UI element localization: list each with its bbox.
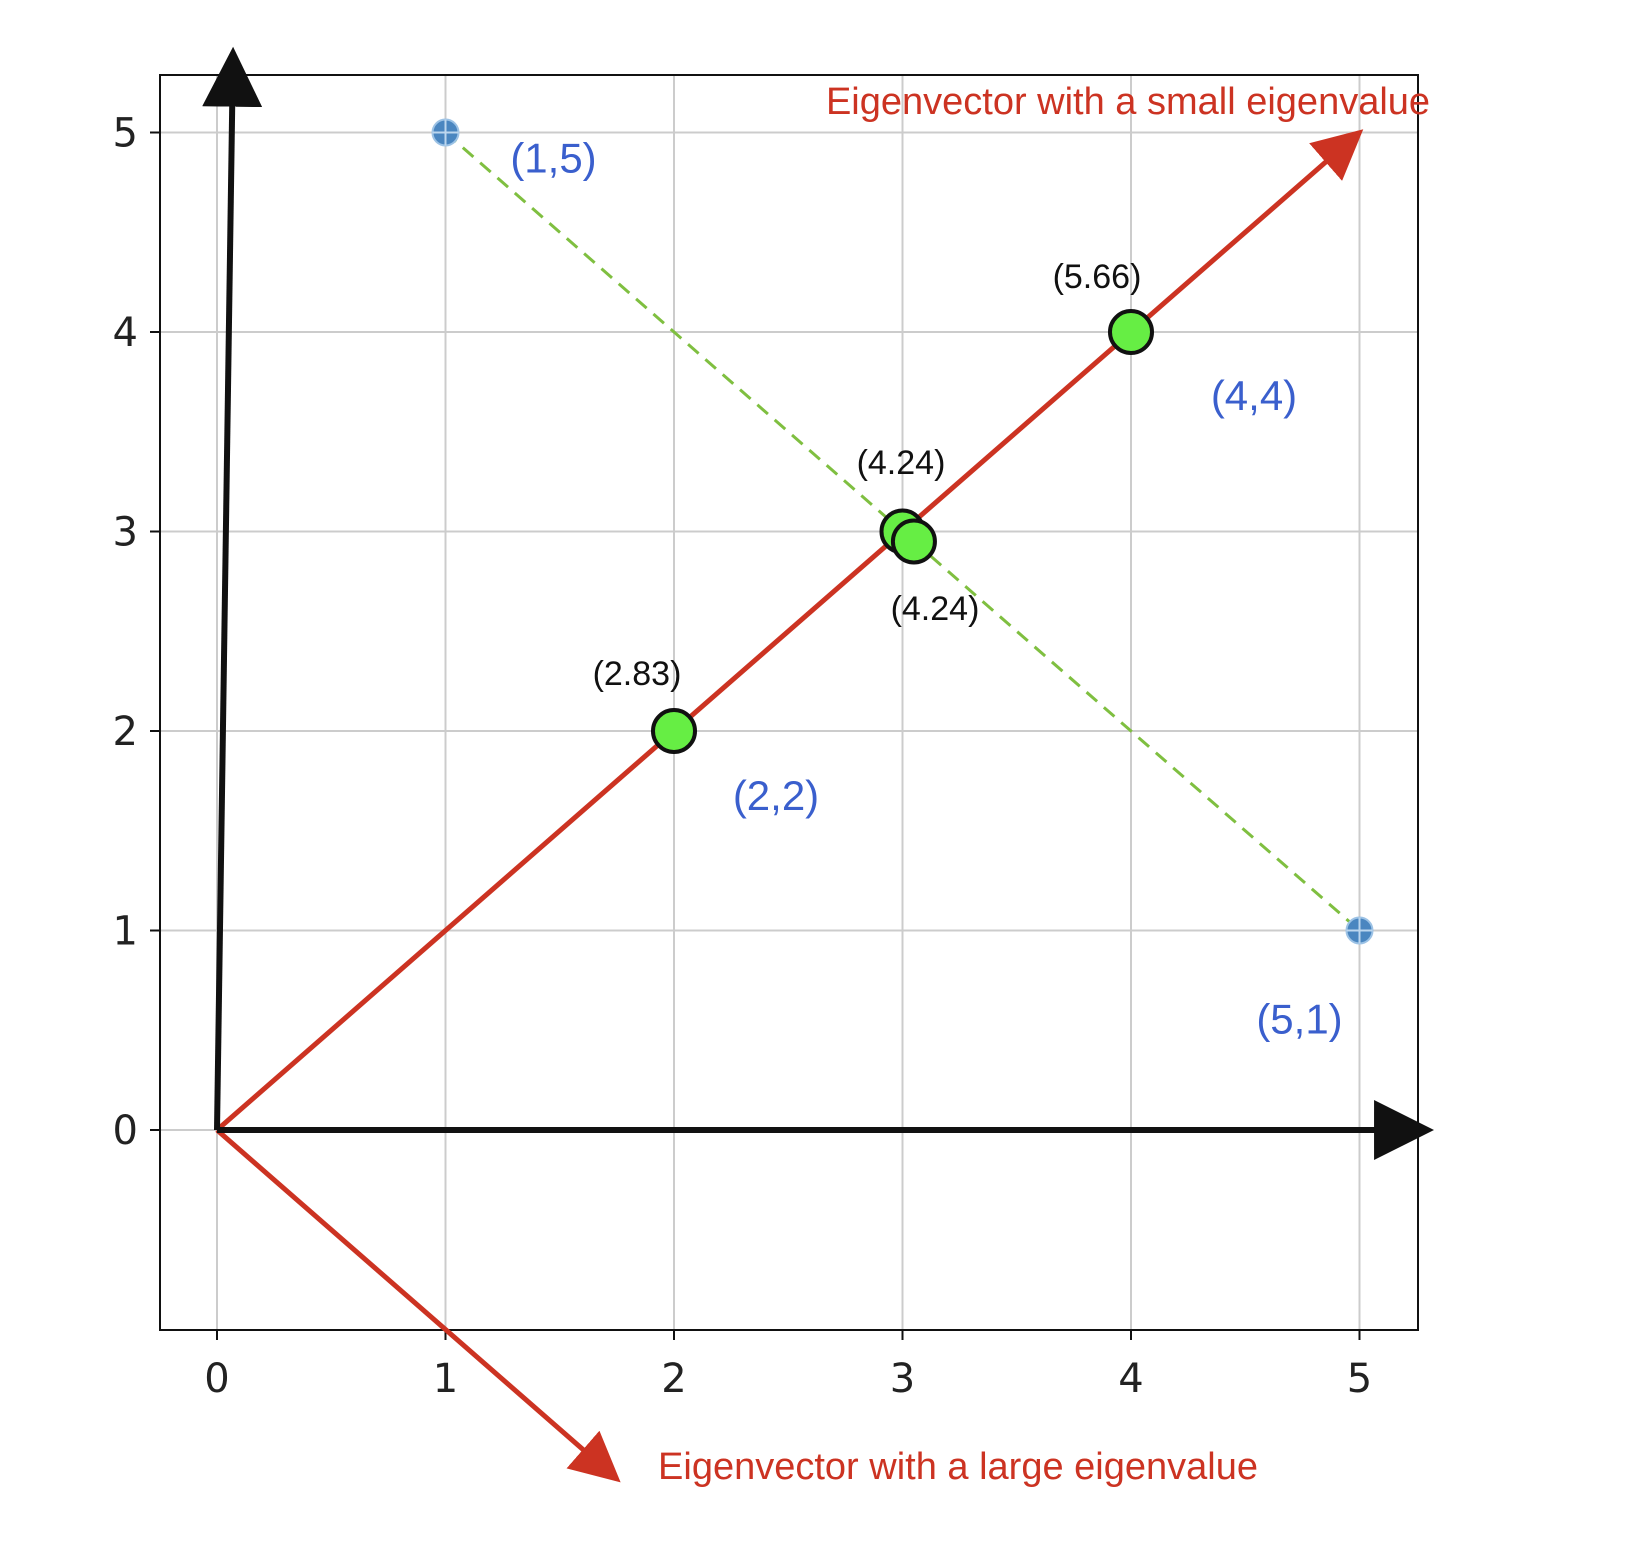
x-tick-label: 2 — [661, 1356, 686, 1402]
y-tick-label: 0 — [113, 1108, 138, 1154]
chart-labels: (1,5) (5,1) (2.83) (2,2) (4.24) (4.24) (5.66) (… — [510, 81, 1430, 1488]
eigenvector-small-label: Eigenvector with a small eigenvalue — [826, 81, 1430, 123]
y-tick-label: 1 — [113, 909, 138, 955]
eigenvector-large-label: Eigenvector with a large eigenvalue — [658, 1446, 1258, 1488]
projected-point-label: (2,2) — [733, 772, 819, 819]
projected-point — [1108, 309, 1154, 355]
data-point-label: (1,5) — [510, 135, 596, 182]
x-tick-label: 3 — [890, 1356, 915, 1402]
plot-frame — [159, 74, 1419, 1331]
x-tick-label: 0 — [204, 1356, 229, 1402]
chart-lines — [202, 46, 1435, 1483]
eigenvector-small-arrow — [215, 129, 1364, 1132]
projection-value-label: (5.66) — [1053, 258, 1142, 296]
y-tick-label: 4 — [113, 310, 138, 356]
data-point-label: (5,1) — [1256, 996, 1342, 1043]
y-tick-label: 3 — [113, 510, 138, 556]
grid — [160, 75, 1418, 1330]
y-tick-label: 2 — [113, 709, 138, 755]
y-axis-arrow — [202, 46, 263, 1131]
x-tick-label: 5 — [1347, 1356, 1372, 1402]
x-tick-label: 1 — [433, 1356, 458, 1402]
projected-point — [890, 518, 937, 565]
projected-point — [651, 708, 697, 754]
projection-value-label: (4.24) — [891, 590, 980, 628]
projection-value-label: (2.83) — [593, 655, 682, 693]
projection-value-label: (4.24) — [857, 444, 946, 482]
chart-points — [431, 118, 1374, 945]
projected-point-label: (4,4) — [1211, 372, 1297, 419]
eigenvector-large-arrow — [215, 1128, 621, 1483]
y-tick-label: 5 — [113, 111, 138, 157]
axis-ticks: 0 1 2 3 4 5 0 1 2 3 4 5 — [113, 111, 1373, 1403]
x-tick-label: 4 — [1118, 1356, 1143, 1402]
